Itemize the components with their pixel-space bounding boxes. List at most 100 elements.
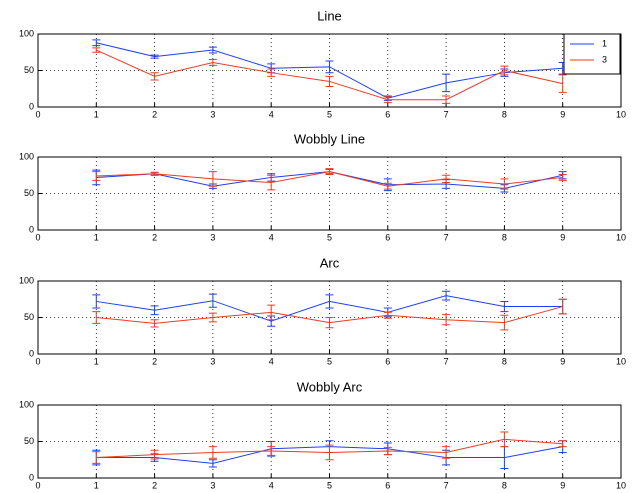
y-tick-label: 50: [24, 188, 34, 198]
error-bar: [92, 39, 101, 47]
x-tick-label: 10: [616, 356, 626, 366]
y-tick-label: 50: [24, 312, 34, 322]
plot-frame: [37, 156, 622, 231]
x-tick-label: 9: [560, 480, 565, 490]
error-bar: [325, 444, 334, 461]
error-bar: [325, 60, 334, 74]
chart-title: Wobbly Arc: [297, 379, 363, 394]
chart-title: Arc: [320, 255, 340, 270]
y-tick-label: 0: [29, 348, 34, 358]
error-bar: [150, 54, 159, 59]
error-bar: [208, 446, 217, 459]
x-tick-label: 8: [502, 356, 507, 366]
error-bar: [325, 294, 334, 309]
y-tick-label: 100: [19, 399, 34, 409]
error-bar: [92, 451, 101, 464]
error-bar: [92, 294, 101, 309]
legend-label: 3: [602, 54, 607, 64]
error-bar: [267, 446, 276, 456]
error-bar: [558, 74, 567, 93]
x-tick-label: 7: [444, 109, 449, 119]
error-bar: [325, 75, 334, 88]
error-bar: [442, 73, 451, 93]
x-tick-label: 2: [152, 480, 157, 490]
error-bar: [500, 178, 509, 190]
error-bar: [442, 290, 451, 301]
error-bar: [208, 312, 217, 323]
error-bar: [383, 182, 392, 190]
y-tick-label: 50: [24, 65, 34, 75]
x-tick-label: 10: [616, 232, 626, 242]
x-tick-label: 6: [385, 232, 390, 242]
chart-title: Line: [317, 8, 342, 23]
x-tick-label: 4: [269, 232, 274, 242]
error-bar: [150, 449, 159, 460]
error-bar: [208, 293, 217, 308]
x-tick-label: 4: [269, 109, 274, 119]
error-bar: [208, 171, 217, 187]
error-bar: [500, 65, 509, 76]
error-bar: [150, 305, 159, 316]
x-tick-label: 2: [152, 109, 157, 119]
x-tick-label: 8: [502, 109, 507, 119]
error-bar: [500, 431, 509, 448]
error-bar: [558, 174, 567, 181]
y-tick-label: 50: [24, 436, 34, 446]
x-tick-label: 7: [444, 356, 449, 366]
x-tick-label: 2: [152, 232, 157, 242]
x-tick-label: 3: [210, 109, 215, 119]
error-bar: [558, 298, 567, 315]
legend-label: 1: [602, 38, 607, 48]
x-tick-label: 7: [444, 480, 449, 490]
y-tick-label: 100: [19, 275, 34, 285]
y-tick-label: 0: [29, 472, 34, 482]
x-tick-label: 6: [385, 356, 390, 366]
error-bar: [325, 168, 334, 176]
error-bar: [267, 304, 276, 321]
x-tick-label: 0: [35, 356, 40, 366]
x-tick-label: 1: [94, 480, 99, 490]
x-tick-label: 2: [152, 356, 157, 366]
x-tick-label: 8: [502, 480, 507, 490]
error-bar: [150, 319, 159, 328]
error-bar: [383, 311, 392, 319]
error-bar: [500, 314, 509, 331]
x-tick-label: 3: [210, 356, 215, 366]
error-bar: [383, 446, 392, 456]
error-bar: [442, 314, 451, 326]
x-tick-label: 6: [385, 109, 390, 119]
x-tick-label: 9: [560, 356, 565, 366]
error-bar: [442, 95, 451, 104]
error-bar: [92, 171, 101, 181]
x-tick-label: 0: [35, 232, 40, 242]
x-tick-label: 1: [94, 109, 99, 119]
error-bar: [150, 72, 159, 81]
x-tick-label: 10: [616, 480, 626, 490]
x-tick-label: 7: [444, 232, 449, 242]
x-tick-label: 3: [210, 480, 215, 490]
chart-title: Wobbly Line: [294, 131, 365, 146]
error-bar: [442, 446, 451, 459]
x-tick-label: 6: [385, 480, 390, 490]
x-tick-label: 3: [210, 232, 215, 242]
error-bar: [92, 47, 101, 53]
x-tick-label: 8: [502, 232, 507, 242]
error-bar: [208, 59, 217, 66]
y-tick-label: 100: [19, 151, 34, 161]
x-tick-label: 9: [560, 109, 565, 119]
error-bar: [150, 171, 159, 176]
error-bar: [558, 440, 567, 448]
x-tick-label: 5: [327, 480, 332, 490]
y-tick-label: 0: [29, 101, 34, 111]
x-tick-label: 5: [327, 356, 332, 366]
error-bar: [208, 459, 217, 468]
error-bar: [500, 300, 509, 313]
error-bar: [267, 68, 276, 77]
plot-frame: [37, 404, 622, 479]
x-tick-label: 10: [616, 109, 626, 119]
x-tick-label: 5: [327, 232, 332, 242]
error-bar: [92, 311, 101, 324]
x-tick-label: 1: [94, 232, 99, 242]
error-bar: [267, 174, 276, 191]
x-tick-label: 0: [35, 109, 40, 119]
